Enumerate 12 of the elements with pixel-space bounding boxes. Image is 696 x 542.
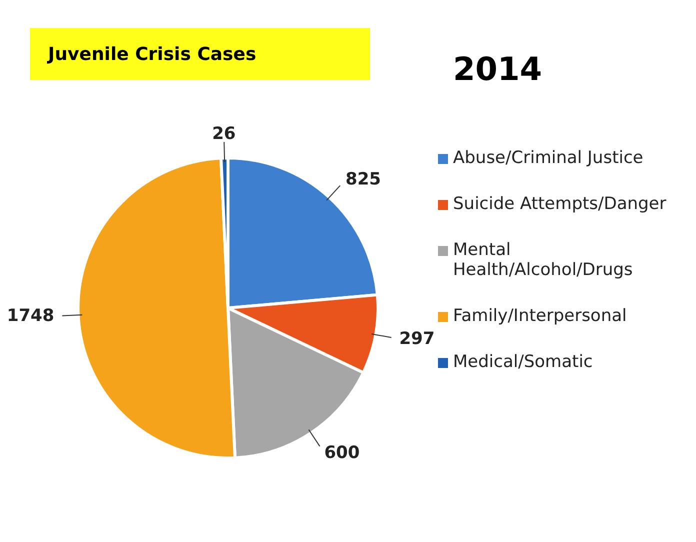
chart-title: Juvenile Crisis Cases <box>30 28 370 80</box>
legend-label: Mental Health/Alcohol/Drugs <box>453 240 634 280</box>
data-label: 600 <box>324 442 360 463</box>
legend-label: Suicide Attempts/Danger <box>453 194 666 214</box>
chart-subtitle: 2014 <box>453 50 542 88</box>
legend-label: Abuse/Criminal Justice <box>453 148 644 168</box>
legend-label: Medical/Somatic <box>453 352 593 372</box>
data-label: 1748 <box>6 306 54 326</box>
data-label: 26 <box>212 124 236 144</box>
data-label: 297 <box>399 328 435 349</box>
legend-label: Family/Interpersonal <box>453 306 627 326</box>
data-label: 825 <box>346 170 381 190</box>
